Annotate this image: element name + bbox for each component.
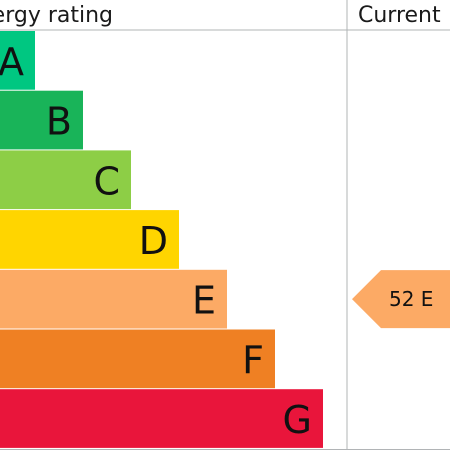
band-e-label: E (192, 279, 216, 323)
band-d-bar (0, 210, 179, 269)
band-c-bar (0, 150, 131, 210)
band-a-bar (0, 31, 35, 90)
rating-column-header: Energy rating (0, 3, 113, 28)
current-rating-arrow (352, 270, 450, 329)
current-rating-label: 52 E (389, 287, 433, 311)
band-b-label: B (46, 100, 72, 144)
band-f-label: F (242, 338, 264, 382)
band-a-label: A (0, 40, 24, 84)
band-d-label: D (139, 219, 168, 263)
current-column-header: Current (358, 3, 441, 28)
band-f-bar (0, 329, 275, 389)
band-e-bar (0, 269, 227, 329)
band-c-label: C (93, 159, 120, 203)
band-g-label: G (283, 398, 312, 442)
band-g-bar (0, 389, 323, 448)
current-rating-pointer: 52 E (352, 270, 450, 329)
band-b-bar (0, 90, 83, 150)
